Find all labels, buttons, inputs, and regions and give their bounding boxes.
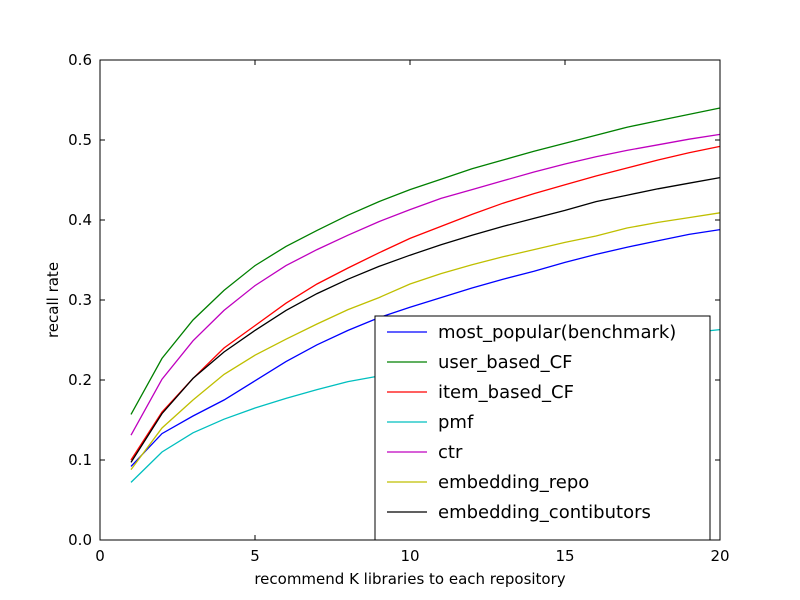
legend-label: user_based_CF [438, 352, 573, 373]
y-tick-label: 0.1 [68, 451, 92, 469]
y-tick-label: 0.5 [68, 131, 92, 149]
y-tick-label: 0.3 [68, 291, 92, 309]
x-tick-label: 5 [250, 547, 260, 565]
series-line-most-popular-benchmark [130, 228, 721, 467]
legend-label: item_based_CF [438, 382, 574, 403]
y-tick-label: 0.2 [68, 371, 92, 389]
series-line-embedding-repo [130, 212, 721, 470]
legend-label: ctr [438, 442, 463, 463]
legend-label: embedding_repo [438, 472, 589, 493]
series-line-item-based-cf [130, 145, 721, 461]
x-tick-label: 0 [95, 547, 105, 565]
x-tick-label: 15 [555, 547, 574, 565]
legend-label: pmf [438, 412, 474, 433]
legend-label: embedding_contibutors [438, 502, 651, 523]
y-axis-label: recall rate [44, 262, 62, 338]
series-layer [130, 107, 721, 483]
y-tick-label: 0.4 [68, 211, 92, 229]
series-line-ctr [130, 133, 721, 436]
series-line-embedding-contibutors [130, 176, 721, 463]
legend: most_popular(benchmark) user_based_CFitem… [374, 315, 711, 541]
x-tick-label: 10 [400, 547, 419, 565]
x-tick-label: 20 [710, 547, 729, 565]
legend-label: most_popular(benchmark) [438, 322, 676, 343]
legend-box [374, 315, 711, 541]
ticks-layer: 0 5 10 15 20 0.0 0.1 0.2 0.3 0.4 0.5 0.6 [68, 51, 729, 565]
y-tick-label: 0.0 [68, 531, 92, 549]
series-line-user-based-cf [130, 107, 721, 415]
x-axis-label: recommend K libraries to each repository [254, 570, 565, 588]
y-tick-label: 0.6 [68, 51, 92, 69]
